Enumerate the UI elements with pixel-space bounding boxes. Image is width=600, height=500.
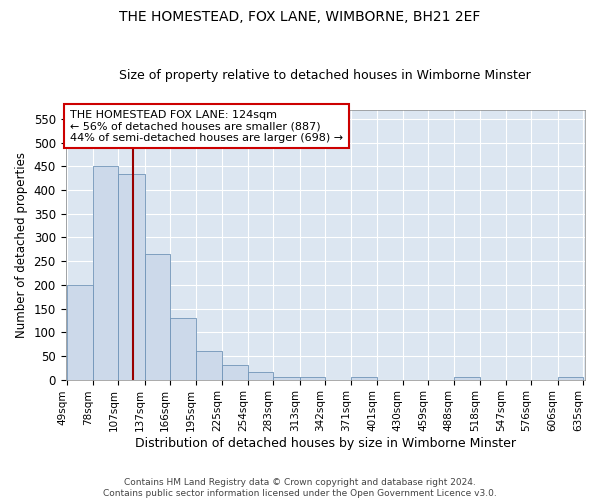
Bar bbox=[145, 254, 170, 380]
Bar bbox=[454, 377, 480, 380]
Bar bbox=[196, 351, 222, 380]
Bar bbox=[274, 377, 300, 380]
Title: Size of property relative to detached houses in Wimborne Minster: Size of property relative to detached ho… bbox=[119, 69, 531, 82]
Bar bbox=[93, 166, 118, 380]
X-axis label: Distribution of detached houses by size in Wimborne Minster: Distribution of detached houses by size … bbox=[135, 437, 516, 450]
Bar bbox=[222, 366, 248, 380]
Bar bbox=[118, 174, 145, 380]
Bar bbox=[351, 377, 377, 380]
Bar bbox=[170, 318, 196, 380]
Bar bbox=[300, 377, 325, 380]
Bar bbox=[67, 285, 93, 380]
Text: THE HOMESTEAD, FOX LANE, WIMBORNE, BH21 2EF: THE HOMESTEAD, FOX LANE, WIMBORNE, BH21 … bbox=[119, 10, 481, 24]
Bar bbox=[248, 372, 274, 380]
Y-axis label: Number of detached properties: Number of detached properties bbox=[15, 152, 28, 338]
Bar bbox=[558, 377, 583, 380]
Text: THE HOMESTEAD FOX LANE: 124sqm
← 56% of detached houses are smaller (887)
44% of: THE HOMESTEAD FOX LANE: 124sqm ← 56% of … bbox=[70, 110, 343, 142]
Text: Contains HM Land Registry data © Crown copyright and database right 2024.
Contai: Contains HM Land Registry data © Crown c… bbox=[103, 478, 497, 498]
